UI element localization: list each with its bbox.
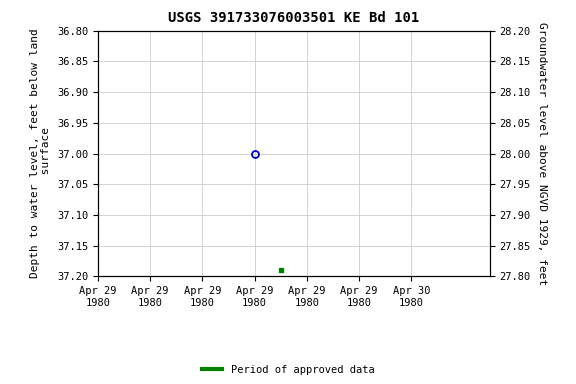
Y-axis label: Groundwater level above NGVD 1929, feet: Groundwater level above NGVD 1929, feet: [537, 22, 547, 285]
Legend: Period of approved data: Period of approved data: [198, 361, 378, 379]
Y-axis label: Depth to water level, feet below land
 surface: Depth to water level, feet below land su…: [30, 29, 51, 278]
Title: USGS 391733076003501 KE Bd 101: USGS 391733076003501 KE Bd 101: [168, 12, 419, 25]
